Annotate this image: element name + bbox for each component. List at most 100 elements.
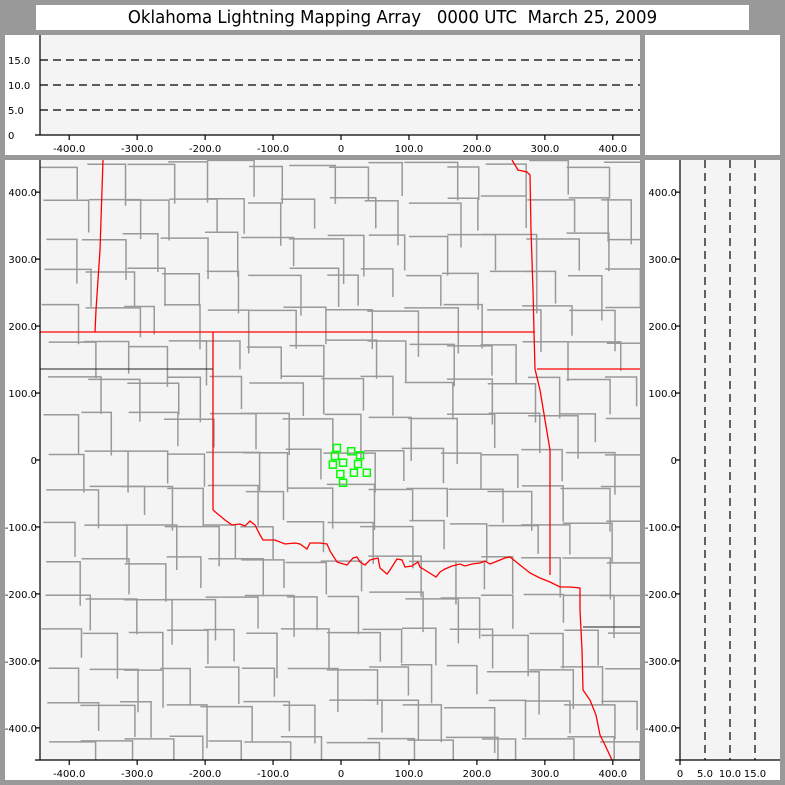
county-border xyxy=(566,232,610,272)
county-border xyxy=(326,669,379,705)
county-border xyxy=(124,524,178,570)
x-tick-label: 400.0 xyxy=(598,144,627,155)
y-tick-label: 15.0 xyxy=(8,56,30,67)
county-border xyxy=(166,704,208,749)
county-border xyxy=(122,233,159,272)
x-tick-label: 400.0 xyxy=(598,769,627,780)
county-border xyxy=(289,344,325,376)
county-border xyxy=(164,418,215,448)
county-border xyxy=(285,561,328,595)
county-border xyxy=(49,741,97,760)
county-border xyxy=(241,236,295,267)
county-border xyxy=(409,343,456,387)
county-border xyxy=(83,340,130,374)
county-border xyxy=(326,631,382,662)
county-border xyxy=(529,160,569,195)
y-tick-label: -200.0 xyxy=(645,590,677,601)
county-border xyxy=(244,741,292,760)
county-border xyxy=(127,163,176,204)
county-border xyxy=(324,413,362,459)
station-markers xyxy=(328,443,372,488)
x-tick-label: -400.0 xyxy=(53,769,85,780)
county-border xyxy=(446,413,496,449)
county-border xyxy=(164,525,220,567)
station-marker xyxy=(338,458,348,467)
county-border xyxy=(125,450,169,484)
county-border xyxy=(320,560,363,592)
state-border-line xyxy=(94,160,104,333)
county-border xyxy=(162,598,217,641)
x-tick-label: -100.0 xyxy=(257,144,289,155)
county-border xyxy=(449,628,494,669)
y-tick-label: -400.0 xyxy=(5,724,37,735)
county-border xyxy=(43,521,76,557)
county-border xyxy=(43,414,80,455)
y-tick-label: 200.0 xyxy=(8,322,37,333)
county-border xyxy=(124,305,155,335)
county-border xyxy=(248,274,302,316)
county-border xyxy=(289,164,337,204)
county-border xyxy=(404,307,460,354)
county-border xyxy=(368,161,403,197)
county-border xyxy=(408,417,458,464)
county-border xyxy=(44,268,92,307)
county-border xyxy=(160,667,191,706)
county-border xyxy=(329,166,370,202)
county-border xyxy=(288,238,345,285)
y-tick-label: 0 xyxy=(671,456,677,467)
county-border xyxy=(525,700,571,734)
county-border xyxy=(568,341,622,371)
county-border xyxy=(47,701,100,731)
county-border xyxy=(446,664,478,695)
county-border xyxy=(200,705,253,743)
county-border xyxy=(124,738,175,760)
county-border xyxy=(87,163,127,206)
county-border xyxy=(241,667,276,697)
county-border xyxy=(204,666,240,705)
county-border xyxy=(286,596,318,631)
x-tick-label: 10.0 xyxy=(719,769,741,780)
county-border xyxy=(480,594,514,629)
x-tick-label: 200.0 xyxy=(463,144,492,155)
page-title: Oklahoma Lightning Mapping Array 0000 UT… xyxy=(36,5,749,30)
y-tick-label: 400.0 xyxy=(648,188,677,199)
county-border xyxy=(48,376,102,414)
county-border xyxy=(326,483,376,531)
county-border xyxy=(321,377,365,411)
county-border xyxy=(46,561,81,606)
county-border xyxy=(568,197,609,242)
county-border xyxy=(562,522,613,564)
county-border xyxy=(485,163,527,196)
county-border xyxy=(521,557,561,598)
county-border xyxy=(569,309,616,352)
county-border xyxy=(48,667,80,703)
county-border xyxy=(369,591,424,633)
y-tick-label: 0 xyxy=(31,456,37,467)
county-border xyxy=(523,270,557,304)
county-border xyxy=(605,667,640,670)
county-border xyxy=(521,524,571,555)
county-border xyxy=(564,629,599,666)
county-border xyxy=(160,237,209,280)
county-border xyxy=(402,627,437,666)
county-border xyxy=(563,704,616,740)
county-border xyxy=(128,631,164,669)
y-tick-label: 100.0 xyxy=(8,389,37,400)
county-border xyxy=(369,666,410,696)
county-border xyxy=(243,452,289,493)
y-tick-label: 200.0 xyxy=(648,322,677,333)
x-tick-label: 100.0 xyxy=(395,769,424,780)
county-border xyxy=(164,303,201,350)
x-tick-label: 5.0 xyxy=(697,769,713,780)
county-border xyxy=(45,594,92,631)
x-tick-label: 0 xyxy=(338,769,344,780)
county-border xyxy=(205,198,245,234)
county-border xyxy=(120,700,152,738)
county-border xyxy=(481,634,529,677)
county-border xyxy=(600,594,640,597)
county-border xyxy=(529,669,575,710)
y-tick-label: 10.0 xyxy=(8,81,30,92)
county-border xyxy=(128,411,179,447)
station-marker xyxy=(328,460,338,469)
county-border xyxy=(89,668,139,713)
